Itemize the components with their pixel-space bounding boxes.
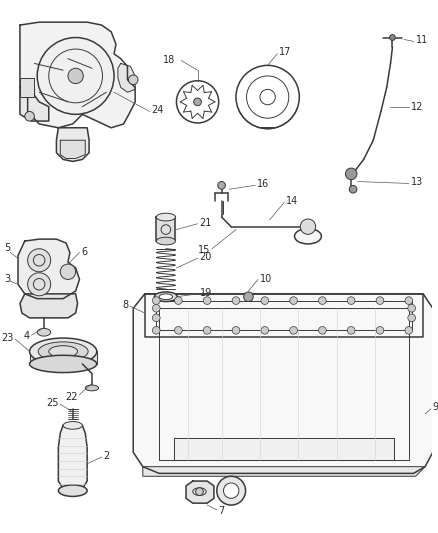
Circle shape	[346, 297, 354, 304]
Text: 18: 18	[163, 54, 175, 64]
Text: 12: 12	[410, 102, 422, 111]
Circle shape	[128, 75, 138, 85]
Text: 9: 9	[432, 402, 438, 412]
Text: 2: 2	[103, 451, 110, 461]
Ellipse shape	[294, 229, 321, 244]
Circle shape	[375, 297, 383, 304]
Polygon shape	[20, 87, 49, 121]
Circle shape	[60, 264, 75, 279]
Circle shape	[407, 304, 414, 312]
Circle shape	[260, 327, 268, 334]
Circle shape	[375, 327, 383, 334]
Circle shape	[389, 35, 395, 41]
Circle shape	[232, 327, 239, 334]
Text: 20: 20	[199, 253, 212, 262]
Ellipse shape	[156, 237, 175, 245]
Circle shape	[174, 327, 182, 334]
Circle shape	[152, 304, 160, 312]
Circle shape	[318, 297, 325, 304]
Circle shape	[203, 297, 211, 304]
Circle shape	[193, 98, 201, 106]
Text: 23: 23	[1, 333, 13, 343]
Circle shape	[28, 249, 50, 272]
Ellipse shape	[156, 213, 175, 221]
Circle shape	[243, 292, 253, 302]
Text: 3: 3	[4, 273, 11, 284]
Polygon shape	[156, 217, 175, 241]
Circle shape	[318, 327, 325, 334]
Circle shape	[404, 297, 412, 304]
Text: 24: 24	[151, 104, 163, 115]
Polygon shape	[60, 140, 85, 158]
Polygon shape	[145, 294, 422, 337]
Polygon shape	[20, 294, 78, 318]
Circle shape	[260, 297, 268, 304]
Circle shape	[216, 477, 245, 505]
Text: 13: 13	[410, 177, 422, 188]
Polygon shape	[142, 467, 424, 477]
Ellipse shape	[85, 385, 99, 391]
Ellipse shape	[58, 485, 87, 496]
Circle shape	[346, 327, 354, 334]
Circle shape	[349, 185, 356, 193]
Circle shape	[232, 297, 239, 304]
Circle shape	[289, 327, 297, 334]
Ellipse shape	[154, 292, 177, 302]
Ellipse shape	[38, 342, 88, 361]
Circle shape	[152, 297, 160, 304]
Text: 15: 15	[197, 245, 209, 255]
Text: 19: 19	[199, 288, 211, 298]
Ellipse shape	[49, 346, 78, 357]
Circle shape	[289, 297, 297, 304]
Ellipse shape	[29, 356, 96, 373]
Polygon shape	[118, 63, 135, 92]
FancyBboxPatch shape	[20, 78, 34, 97]
Polygon shape	[20, 22, 135, 128]
Text: 8: 8	[122, 301, 128, 310]
Circle shape	[217, 182, 225, 189]
Ellipse shape	[63, 422, 82, 429]
Polygon shape	[57, 128, 89, 161]
Polygon shape	[29, 351, 96, 364]
Ellipse shape	[29, 338, 96, 365]
Text: 6: 6	[81, 247, 87, 256]
Text: 5: 5	[4, 243, 11, 253]
Text: 7: 7	[218, 506, 224, 516]
Circle shape	[345, 168, 356, 180]
Circle shape	[68, 68, 83, 84]
Circle shape	[407, 314, 414, 322]
Ellipse shape	[37, 328, 50, 336]
Text: 25: 25	[46, 398, 58, 408]
Text: 11: 11	[414, 35, 427, 45]
Text: 4: 4	[23, 331, 29, 341]
Circle shape	[152, 327, 160, 334]
Text: 21: 21	[199, 218, 212, 228]
Polygon shape	[18, 239, 79, 298]
Text: 10: 10	[259, 273, 272, 284]
Circle shape	[152, 314, 160, 322]
Circle shape	[223, 483, 238, 498]
Circle shape	[195, 488, 203, 496]
Polygon shape	[133, 294, 432, 473]
Polygon shape	[173, 438, 393, 460]
Text: 14: 14	[285, 196, 297, 206]
Circle shape	[28, 273, 50, 296]
Polygon shape	[58, 425, 87, 492]
Polygon shape	[186, 481, 213, 503]
Circle shape	[203, 327, 211, 334]
Circle shape	[25, 111, 34, 121]
Circle shape	[300, 219, 315, 235]
Ellipse shape	[159, 294, 172, 300]
Text: 16: 16	[257, 180, 269, 189]
Text: 22: 22	[65, 392, 78, 401]
Circle shape	[404, 327, 412, 334]
Text: 17: 17	[279, 47, 291, 57]
Circle shape	[37, 37, 114, 115]
Circle shape	[174, 297, 182, 304]
